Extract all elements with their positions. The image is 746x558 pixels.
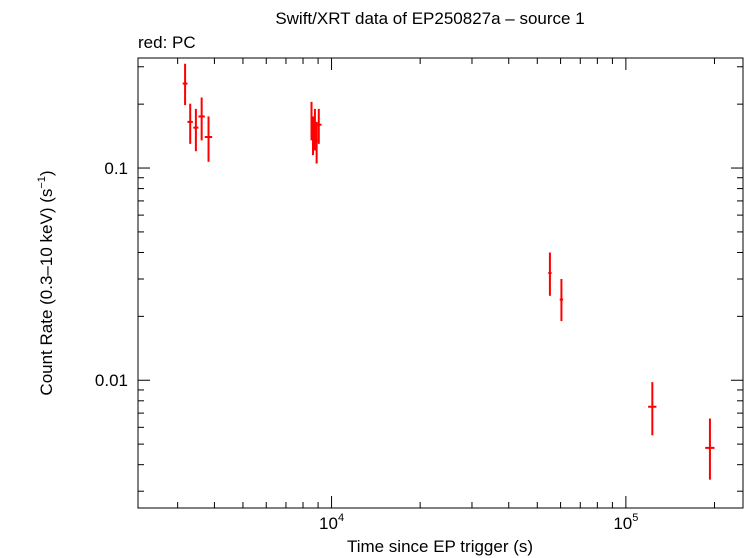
axis-ticks	[138, 58, 743, 508]
data-point	[204, 116, 213, 162]
y-tick-label: 0.1	[104, 159, 128, 178]
chart-title: Swift/XRT data of EP250827a – source 1	[275, 9, 584, 28]
data-points	[182, 63, 715, 480]
data-point	[187, 103, 193, 144]
chart-subtitle: red: PC	[138, 33, 196, 52]
data-point	[648, 382, 657, 436]
data-point	[315, 108, 322, 144]
data-point	[193, 108, 199, 152]
data-point	[315, 121, 318, 164]
tick-labels: 104 105 0.1 0.01	[95, 159, 638, 533]
x-axis-label: Time since EP trigger (s)	[347, 537, 533, 556]
data-point	[705, 418, 715, 480]
y-tick-label: 0.01	[95, 371, 128, 390]
data-point	[548, 252, 552, 296]
x-tick-label: 104	[319, 512, 344, 533]
plot-frame	[137, 57, 744, 509]
data-point	[198, 97, 205, 141]
x-tick-label: 105	[613, 512, 638, 533]
y-axis-label: Count Rate (0.3–10 keV) (s−1)	[36, 170, 56, 395]
data-point	[312, 116, 315, 156]
data-point	[182, 63, 188, 106]
data-point	[559, 278, 564, 322]
